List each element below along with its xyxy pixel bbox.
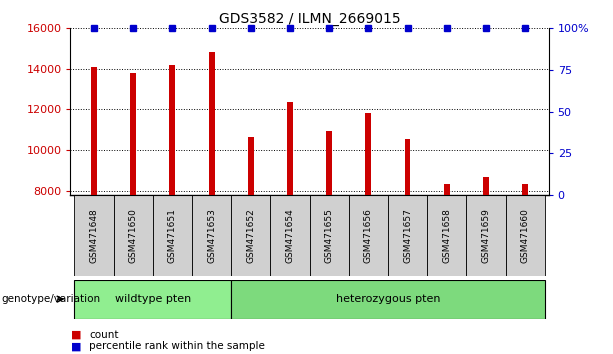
Bar	[231, 195, 270, 276]
Text: GSM471653: GSM471653	[207, 208, 216, 263]
Bar	[522, 183, 528, 195]
Bar	[74, 280, 231, 319]
Bar	[113, 195, 153, 276]
Text: GSM471651: GSM471651	[168, 208, 177, 263]
Bar	[466, 195, 506, 276]
Title: GDS3582 / ILMN_2669015: GDS3582 / ILMN_2669015	[219, 12, 400, 26]
Bar	[506, 195, 545, 276]
Text: GSM471648: GSM471648	[89, 208, 99, 263]
Bar	[192, 195, 231, 276]
Bar	[365, 113, 371, 195]
Text: genotype/variation: genotype/variation	[2, 294, 101, 304]
Text: GSM471657: GSM471657	[403, 208, 412, 263]
Bar	[169, 65, 175, 195]
Bar	[326, 131, 332, 195]
Bar	[153, 195, 192, 276]
Text: wildtype pten: wildtype pten	[115, 294, 191, 304]
Bar	[231, 280, 545, 319]
Text: heterozygous pten: heterozygous pten	[336, 294, 440, 304]
Text: GSM471660: GSM471660	[520, 208, 530, 263]
Bar	[131, 73, 136, 195]
Text: GSM471650: GSM471650	[129, 208, 138, 263]
Bar	[349, 195, 388, 276]
Bar	[270, 195, 310, 276]
Bar	[74, 195, 113, 276]
Bar	[91, 67, 97, 195]
Bar	[483, 177, 489, 195]
Bar	[388, 195, 427, 276]
Text: ■: ■	[70, 330, 81, 339]
Text: GSM471659: GSM471659	[481, 208, 490, 263]
Bar	[310, 195, 349, 276]
Text: GSM471654: GSM471654	[286, 208, 294, 263]
Text: GSM471655: GSM471655	[325, 208, 333, 263]
Bar	[208, 52, 215, 195]
Text: GSM471658: GSM471658	[442, 208, 451, 263]
Text: ■: ■	[70, 341, 81, 351]
Text: GSM471656: GSM471656	[364, 208, 373, 263]
Bar	[405, 139, 411, 195]
Bar	[287, 102, 293, 195]
Text: count: count	[89, 330, 118, 339]
Text: percentile rank within the sample: percentile rank within the sample	[89, 341, 265, 351]
Text: GSM471652: GSM471652	[246, 208, 255, 263]
Bar	[248, 137, 254, 195]
Bar	[427, 195, 466, 276]
Bar	[444, 183, 450, 195]
